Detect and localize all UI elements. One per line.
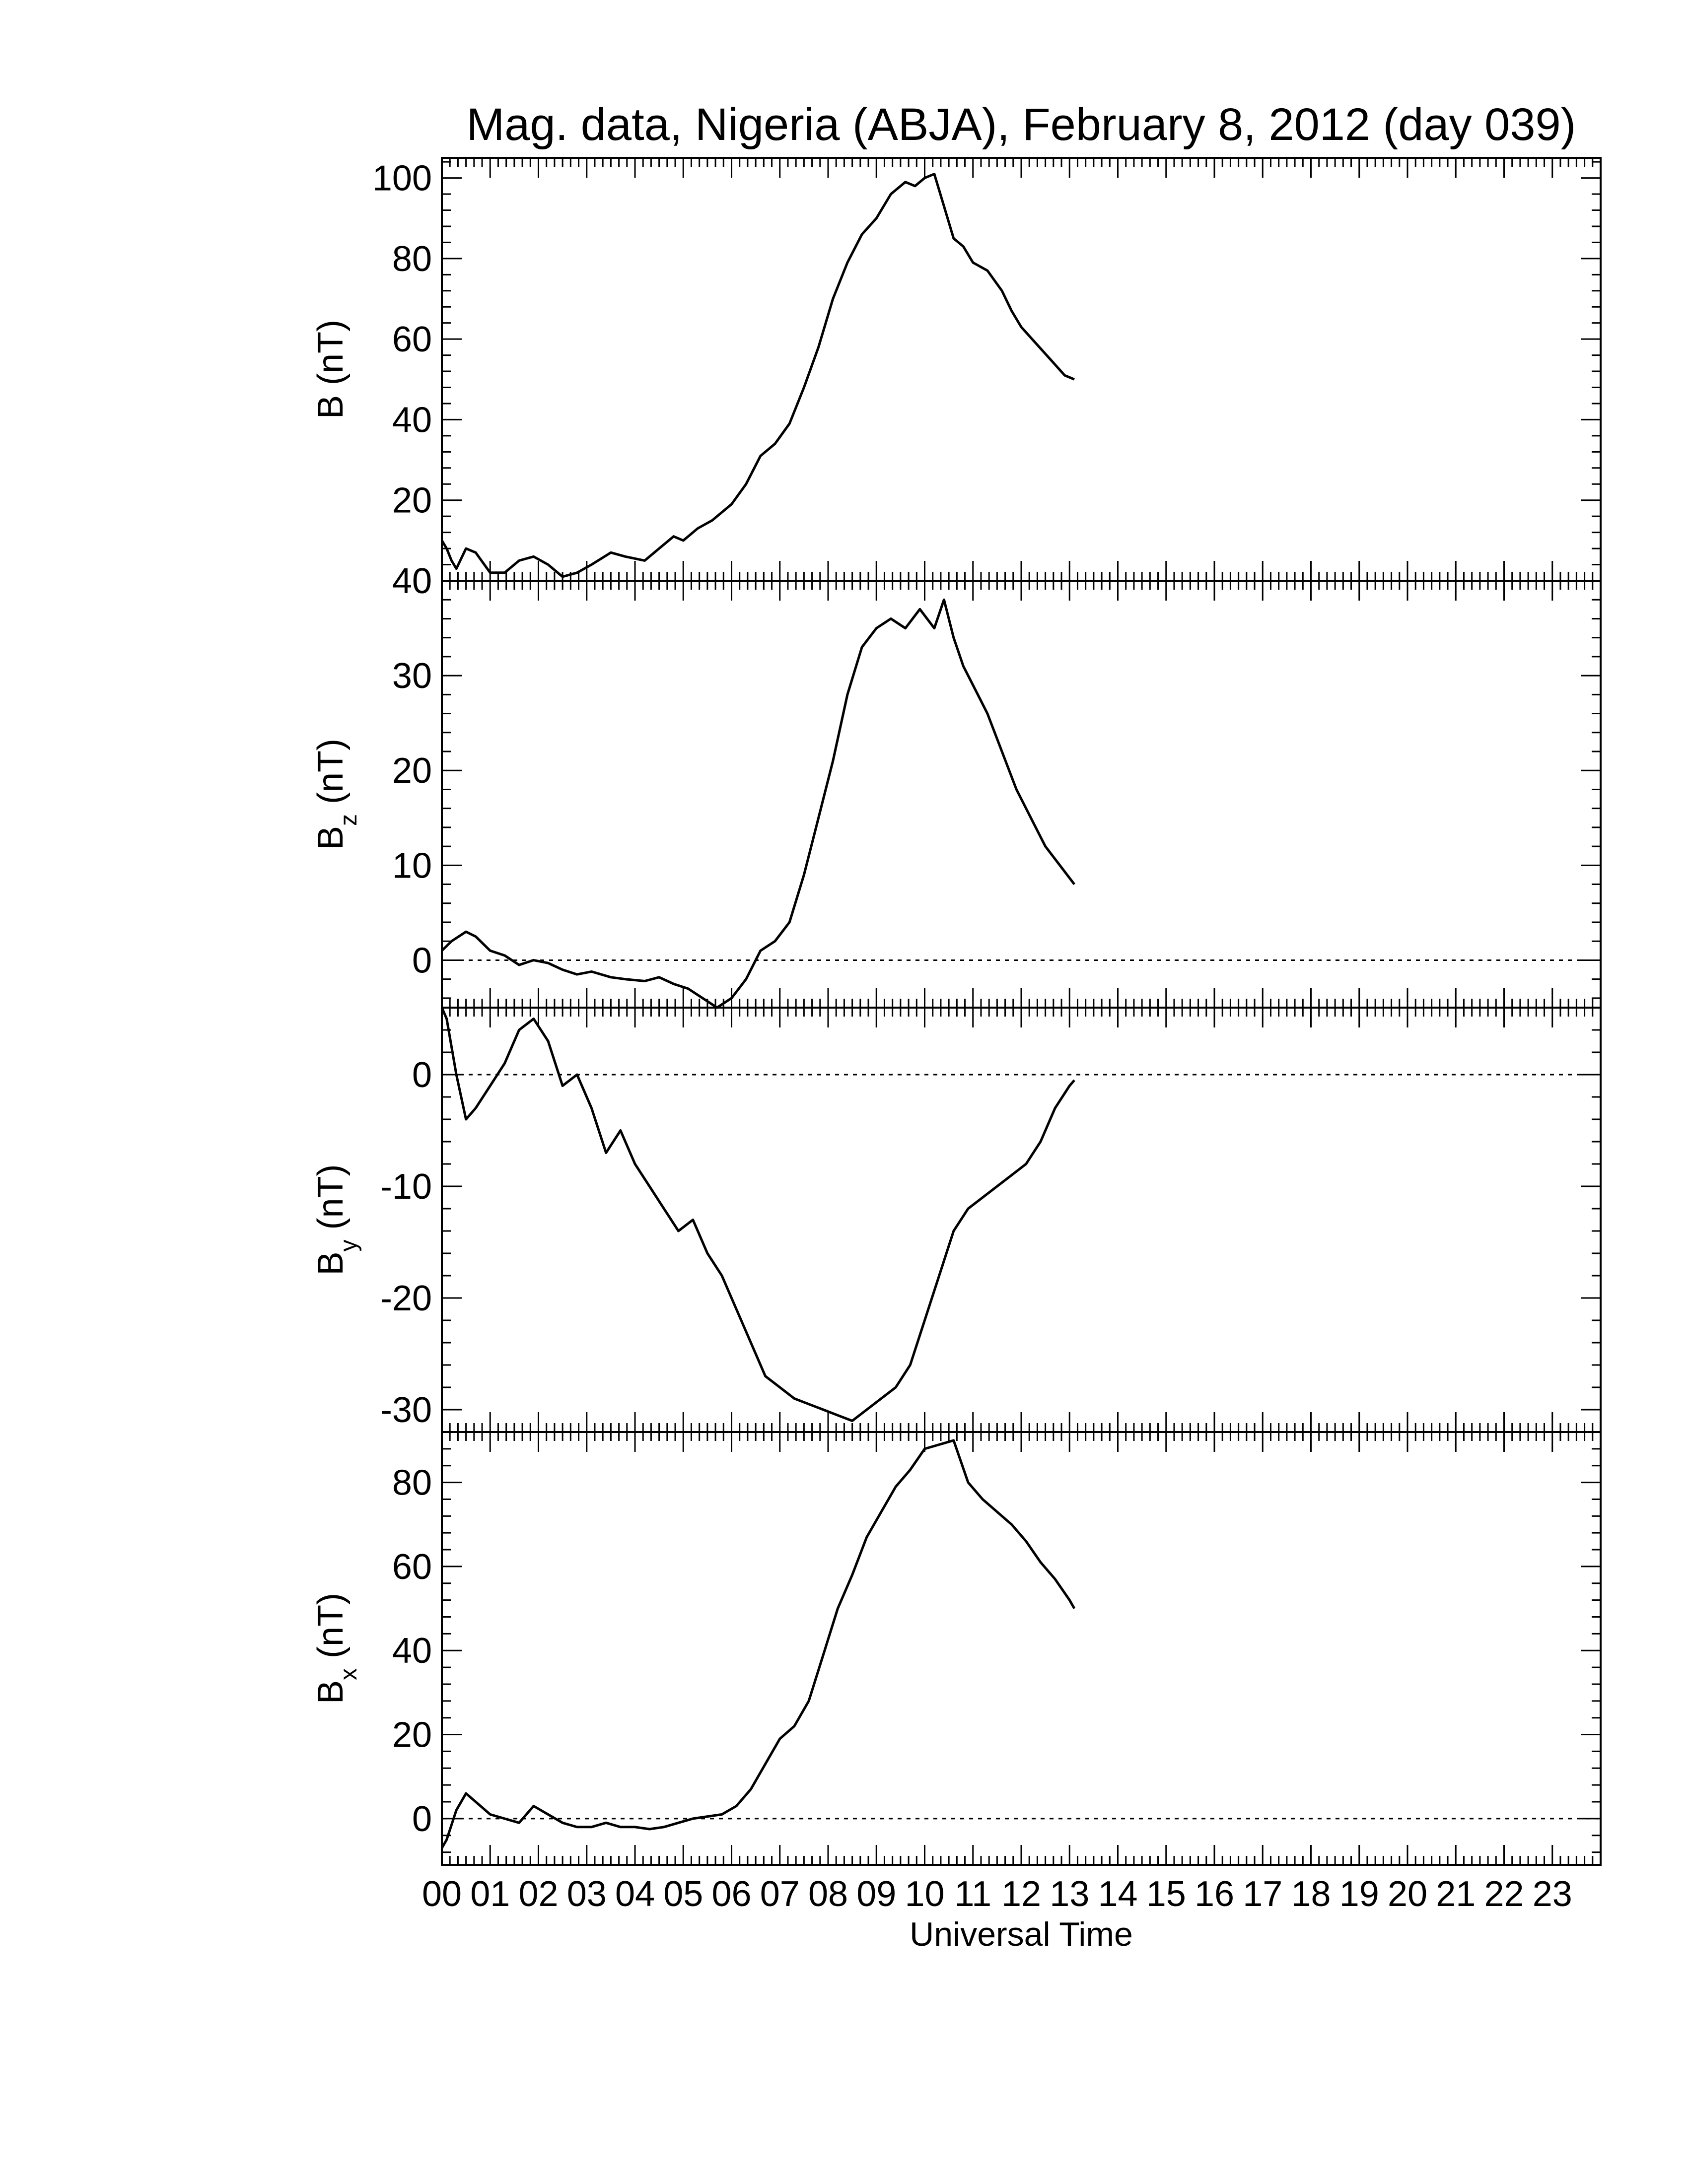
x-axis-label: Universal Time [910, 1915, 1133, 1953]
y-tick-label: 30 [392, 656, 432, 696]
y-tick-label: 0 [412, 1799, 432, 1839]
x-tick-label: 04 [615, 1874, 655, 1914]
x-tick-label: 19 [1339, 1874, 1379, 1914]
y-tick-label: 20 [392, 1715, 432, 1755]
x-tick-label: 14 [1098, 1874, 1137, 1914]
panel-3: 0 20 40 60 80 Bx (nT) [311, 1431, 1602, 1866]
series-line [440, 173, 1075, 578]
y-tick-label: -30 [380, 1390, 432, 1430]
panel-2: -30 -20 -10 0 By (nT) [311, 1007, 1602, 1433]
y-tick-label: -20 [380, 1279, 432, 1318]
y-axis-label: B (nT) [311, 320, 351, 419]
x-tick-label: 05 [663, 1874, 703, 1914]
y-tick-label: 80 [392, 239, 432, 279]
x-tick-label: 22 [1484, 1874, 1524, 1914]
y-tick-label: 40 [392, 1631, 432, 1671]
panel-frame [441, 1431, 1602, 1866]
x-tick-label: 11 [954, 1874, 991, 1914]
x-tick-label: 09 [856, 1874, 896, 1914]
series-line [441, 598, 1075, 1009]
panel-1: 0 10 20 30 40 Bz (nT) [311, 561, 1602, 1009]
x-tick-label: 21 [1436, 1874, 1476, 1914]
y-axis-label: Bx (nT) [311, 1593, 362, 1704]
x-tick-label: 12 [1001, 1874, 1041, 1914]
x-tick-labels: 00 01 02 03 04 05 06 07 08 09 10 11 12 13 14 15 16 17 18 19… [422, 1874, 1572, 1914]
x-tick-label: 18 [1291, 1874, 1331, 1914]
y-tick-label: -10 [380, 1167, 432, 1207]
y-tick-label: 40 [392, 400, 432, 440]
x-tick-label: 00 [422, 1874, 462, 1914]
x-tick-label: 02 [518, 1874, 558, 1914]
x-tick-label: 07 [760, 1874, 800, 1914]
x-tick-label: 06 [711, 1874, 751, 1914]
panels-group: 0 20 40 60 80 100 B (nT) 0 10 20 30 40 Bz (nT) -30 -20… [311, 157, 1602, 1866]
x-tick-label: 15 [1146, 1874, 1186, 1914]
y-tick-label: 40 [392, 561, 432, 601]
x-tick-label: 16 [1195, 1874, 1234, 1914]
panel-frame [441, 1007, 1602, 1433]
y-tick-label: 60 [392, 1547, 432, 1587]
panel-frame [441, 580, 1602, 1009]
x-tick-label: 20 [1388, 1874, 1427, 1914]
y-axis-label: Bz (nT) [311, 739, 362, 850]
series-line [440, 1439, 1076, 1849]
x-tick-label: 13 [1050, 1874, 1089, 1914]
chart-title: Mag. data, Nigeria (ABJA), February 8, 2… [467, 99, 1576, 150]
y-tick-label: 60 [392, 320, 432, 359]
y-tick-label: 10 [392, 846, 432, 886]
x-tick-label: 10 [905, 1874, 944, 1914]
x-tick-label: 03 [567, 1874, 607, 1914]
y-tick-label: 0 [412, 941, 432, 980]
y-tick-label: 100 [372, 159, 432, 199]
y-tick-label: 20 [392, 481, 432, 521]
y-tick-label: 0 [412, 561, 432, 601]
y-tick-label: 0 [412, 1055, 432, 1095]
y-axis-label: By (nT) [311, 1164, 362, 1275]
x-tick-label: 01 [470, 1874, 510, 1914]
x-tick-label: 17 [1243, 1874, 1282, 1914]
x-tick-label: 08 [808, 1874, 848, 1914]
panel-frame [441, 157, 1602, 582]
x-tick-label: 23 [1533, 1874, 1572, 1914]
y-tick-label: 80 [392, 1463, 432, 1503]
panel-0: 0 20 40 60 80 100 B (nT) [311, 157, 1602, 601]
y-tick-label: 20 [392, 751, 432, 791]
series-line [440, 1007, 1075, 1422]
